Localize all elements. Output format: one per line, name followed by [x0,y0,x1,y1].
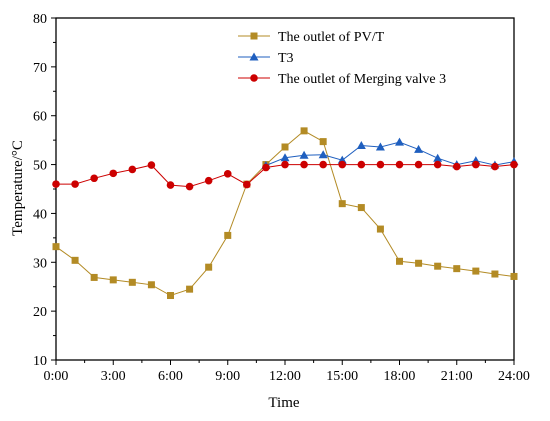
plot-area-frame [55,17,515,361]
data-point [205,263,213,271]
data-point [395,137,404,146]
legend-item: The outlet of PV/T [238,30,385,45]
data-point [491,270,499,278]
data-point [52,243,60,251]
data-point [90,174,98,183]
data-point [90,273,98,281]
data-point [281,143,289,151]
y-tick-label: 40 [33,207,47,222]
data-point [128,165,137,174]
data-point [395,160,404,169]
x-tick-label: 3:00 [101,369,126,384]
x-tick-label: 21:00 [441,369,473,384]
data-point [376,225,384,233]
x-tick-label: 24:00 [498,369,530,384]
data-point [147,281,155,289]
data-point [338,200,346,208]
legend-item: T3 [238,51,294,66]
data-point [109,276,117,284]
data-point [357,204,365,212]
data-point [357,160,366,169]
legend-marker [249,52,259,61]
data-point [128,278,136,286]
data-point [280,153,290,162]
data-point [452,162,461,171]
x-tick-label: 6:00 [158,369,183,384]
data-point [71,180,79,188]
data-point [319,138,327,146]
data-point [491,162,499,171]
data-point [415,259,423,267]
y-tick-label: 30 [33,256,47,271]
data-point [376,160,385,169]
data-point [414,160,423,169]
data-point [396,257,403,265]
legend-marker [250,32,258,40]
legend-label: T3 [278,51,294,66]
data-point [52,180,60,188]
y-tick-label: 50 [33,159,47,174]
data-point [510,160,518,169]
y-axis-title: Temperature/°C [10,140,26,236]
x-tick-label: 9:00 [215,369,240,384]
data-point [166,181,175,189]
data-point [204,176,213,185]
data-point [472,160,480,169]
legend-label: The outlet of Merging valve 3 [278,72,446,87]
series-3 [52,160,518,191]
legend-item: The outlet of Merging valve 3 [238,72,446,87]
x-tick-label: 0:00 [44,369,69,384]
data-point [224,231,232,239]
data-point [281,160,289,169]
data-point [414,144,424,153]
data-point [243,180,251,189]
x-tick-label: 18:00 [384,369,416,384]
legend-label: The outlet of PV/T [278,30,385,45]
data-point [186,285,194,293]
legend-marker [250,74,258,82]
y-tick-label: 20 [33,305,47,320]
data-point [71,256,79,264]
data-point [262,163,270,172]
data-point [433,153,443,162]
data-point [299,150,309,159]
y-tick-label: 60 [33,110,47,125]
x-axis-title: Time [268,395,299,411]
data-point [338,160,347,169]
y-tick-label: 80 [33,12,47,27]
data-point [300,160,308,169]
data-point [453,265,461,273]
data-point [319,160,327,169]
y-tick-label: 10 [33,354,47,369]
series-1 [52,127,518,300]
data-point [223,170,232,178]
x-tick-label: 12:00 [269,369,301,384]
data-point [433,160,442,169]
data-point [318,150,328,159]
data-point [300,127,308,135]
data-point [356,141,366,150]
data-point [167,292,174,300]
x-tick-label: 15:00 [326,369,358,384]
data-point [147,161,156,169]
y-tick-label: 70 [33,61,47,76]
data-point [472,267,480,275]
data-point [510,272,518,280]
series-line [265,141,515,166]
data-point [375,142,385,151]
data-point [434,262,442,270]
data-point [109,169,118,178]
data-point [185,182,194,191]
